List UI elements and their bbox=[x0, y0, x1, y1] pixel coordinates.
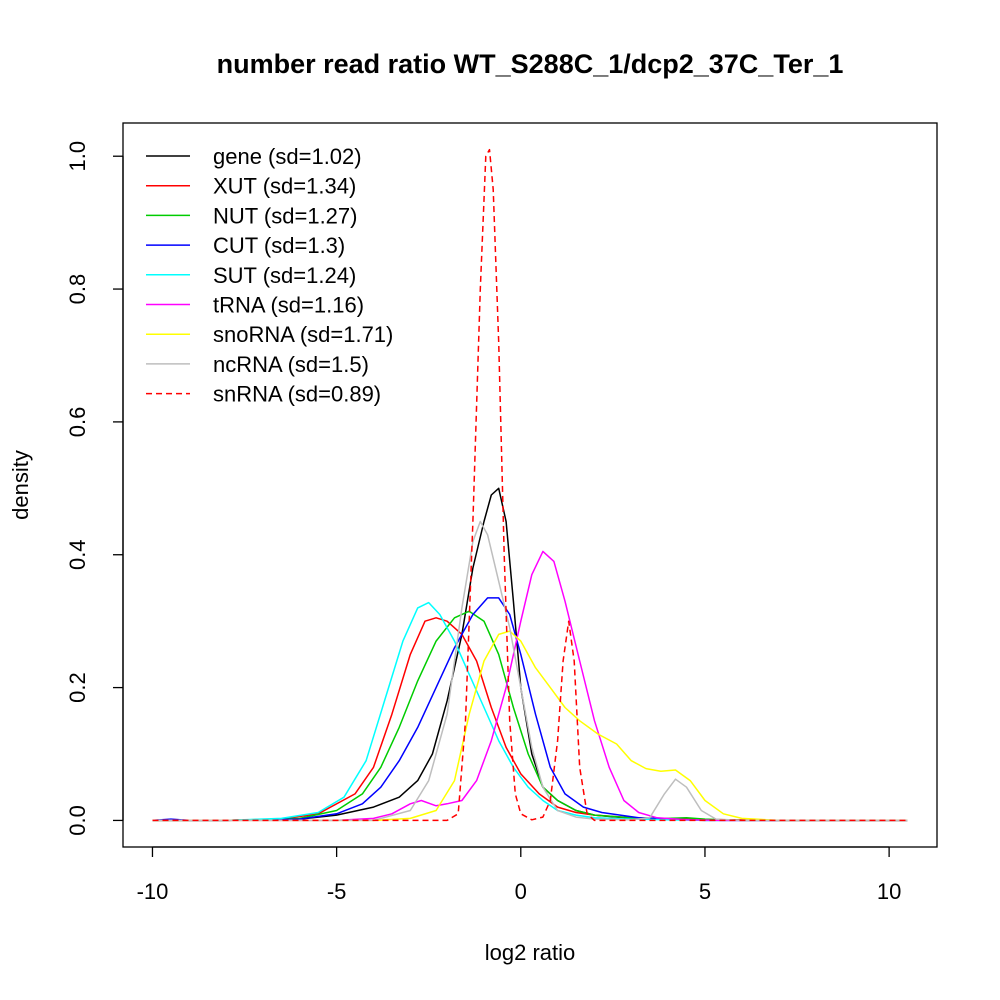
x-tick-label: -5 bbox=[327, 879, 347, 904]
series-line-3 bbox=[152, 597, 908, 822]
y-tick-label: 1.0 bbox=[65, 141, 90, 172]
series-line-0 bbox=[152, 487, 908, 822]
legend-label: snRNA (sd=0.89) bbox=[213, 382, 381, 407]
chart-title: number read ratio WT_S288C_1/dcp2_37C_Te… bbox=[217, 49, 844, 79]
legend-label: SUT (sd=1.24) bbox=[213, 263, 356, 288]
series-line-4 bbox=[152, 601, 908, 822]
series-line-7 bbox=[152, 520, 908, 822]
y-tick-label: 0.6 bbox=[65, 407, 90, 438]
density-curves bbox=[152, 148, 908, 822]
y-axis: 0.0 0.2 0.4 0.6 0.8 1.0 bbox=[65, 141, 124, 836]
series-line-8 bbox=[152, 148, 908, 822]
legend-label: gene (sd=1.02) bbox=[213, 144, 362, 169]
y-tick-label: 0.8 bbox=[65, 274, 90, 305]
y-axis-label: density bbox=[8, 450, 33, 520]
legend-label: NUT (sd=1.27) bbox=[213, 203, 357, 228]
y-tick-label: 0.4 bbox=[65, 539, 90, 570]
legend: gene (sd=1.02) XUT (sd=1.34) NUT (sd=1.27)… bbox=[146, 144, 393, 407]
x-tick-label: 5 bbox=[699, 879, 711, 904]
x-tick-label: -10 bbox=[137, 879, 169, 904]
x-tick-label: 0 bbox=[515, 879, 527, 904]
series-line-5 bbox=[152, 550, 908, 822]
legend-label: snoRNA (sd=1.71) bbox=[213, 322, 393, 347]
legend-label: XUT (sd=1.34) bbox=[213, 174, 356, 199]
y-tick-label: 0.0 bbox=[65, 805, 90, 836]
legend-label: ncRNA (sd=1.5) bbox=[213, 352, 369, 377]
series-line-1 bbox=[152, 617, 908, 822]
y-tick-label: 0.2 bbox=[65, 672, 90, 703]
series-line-6 bbox=[152, 630, 908, 822]
x-axis: -10 -5 0 5 10 bbox=[137, 846, 901, 904]
legend-label: CUT (sd=1.3) bbox=[213, 233, 345, 258]
x-axis-label: log2 ratio bbox=[485, 940, 576, 965]
legend-label: tRNA (sd=1.16) bbox=[213, 293, 364, 318]
x-tick-label: 10 bbox=[877, 879, 901, 904]
